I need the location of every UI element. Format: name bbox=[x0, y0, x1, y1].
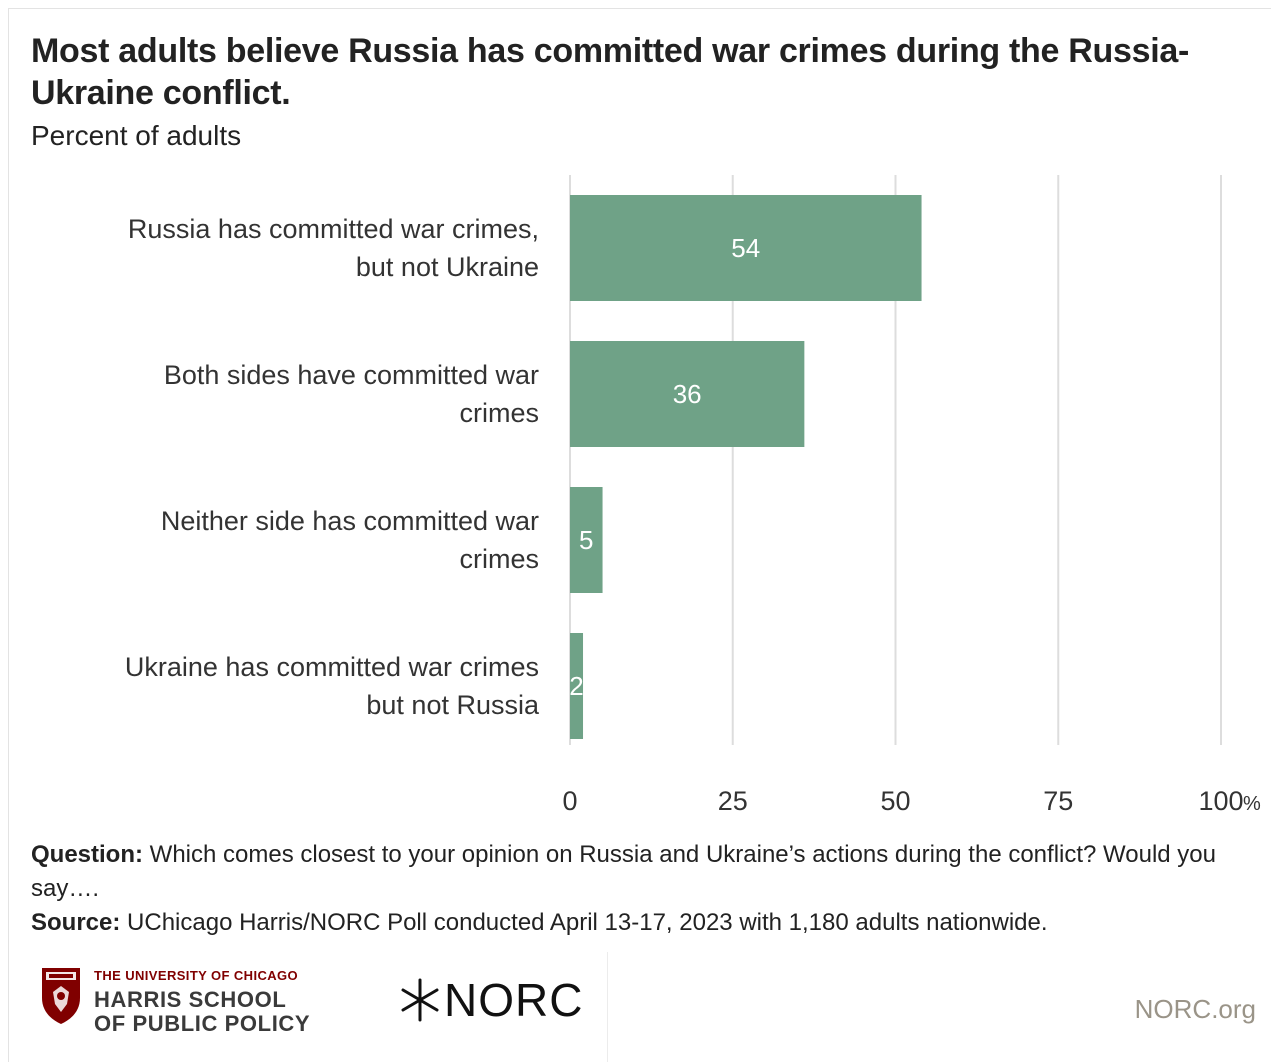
x-tick-label: 25 bbox=[718, 786, 748, 816]
norc-star-icon bbox=[401, 978, 439, 1022]
bar-chart: 54 36 5 2 0 25 50 75 100% bbox=[562, 175, 1261, 816]
uchicago-harris-logo: THE UNIVERSITY OF CHICAGO HARRIS SCHOOL … bbox=[40, 966, 350, 1036]
harris-line-1: HARRIS SCHOOL bbox=[94, 987, 287, 1012]
chart-subtitle: Percent of adults bbox=[31, 120, 242, 151]
source-text: UChicago Harris/NORC Poll conducted Apri… bbox=[120, 909, 1048, 936]
bar bbox=[570, 633, 584, 739]
category-label-line: but not Russia bbox=[366, 690, 539, 720]
category-label: Neither side has committed war crimes bbox=[20, 502, 539, 578]
source-label: Source: bbox=[31, 909, 121, 936]
bar-value-label: 36 bbox=[673, 379, 702, 409]
footer-divider bbox=[607, 952, 608, 1062]
question-label: Question: bbox=[31, 841, 143, 868]
category-label-line: Both sides have committed war bbox=[163, 360, 539, 390]
bar bbox=[570, 341, 805, 447]
norc-wordmark: NORC bbox=[444, 974, 584, 1026]
shield-icon bbox=[42, 968, 80, 1024]
category-label: Russia has committed war crimes, but not … bbox=[20, 210, 539, 286]
bar-value-label: 5 bbox=[579, 525, 593, 555]
category-label-line: Ukraine has committed war crimes bbox=[124, 652, 539, 682]
chart-title: Most adults believe Russia has committed… bbox=[31, 32, 1189, 112]
uchicago-name: THE UNIVERSITY OF CHICAGO bbox=[94, 968, 299, 983]
chart-frame bbox=[8, 8, 1271, 1062]
bar bbox=[570, 487, 603, 593]
bars: 54 36 5 2 bbox=[569, 195, 922, 739]
harris-line-2: OF PUBLIC POLICY bbox=[94, 1011, 311, 1036]
category-label-line: Neither side has committed war bbox=[160, 506, 539, 536]
question-text: Which comes closest to your opinion on R… bbox=[31, 841, 1217, 902]
x-axis-unit: % bbox=[1243, 793, 1261, 815]
x-tick-label: 100 bbox=[1198, 786, 1243, 816]
x-tick-label: 50 bbox=[880, 786, 910, 816]
source-note: Source: UChicago Harris/NORC Poll conduc… bbox=[31, 906, 1261, 940]
bar-value-label: 2 bbox=[569, 671, 583, 701]
norc-url: NORC.org bbox=[1134, 994, 1256, 1024]
x-tick-label: 75 bbox=[1043, 786, 1073, 816]
category-label-line: Russia has committed war crimes, bbox=[127, 214, 539, 244]
category-label: Ukraine has committed war crimes but not … bbox=[20, 648, 539, 724]
category-label-line: but not Ukraine bbox=[355, 252, 539, 282]
question-note: Question: Which comes closest to your op… bbox=[31, 838, 1261, 906]
category-label: Both sides have committed war crimes bbox=[20, 356, 539, 432]
category-label-line: crimes bbox=[459, 398, 540, 428]
chart-notes: Question: Which comes closest to your op… bbox=[31, 838, 1261, 940]
bar bbox=[570, 195, 922, 301]
category-label-line: crimes bbox=[459, 544, 540, 574]
bar-value-label: 54 bbox=[731, 233, 760, 263]
x-tick-label: 0 bbox=[562, 786, 577, 816]
x-axis-ticks: 0 25 50 75 100% bbox=[562, 786, 1261, 816]
